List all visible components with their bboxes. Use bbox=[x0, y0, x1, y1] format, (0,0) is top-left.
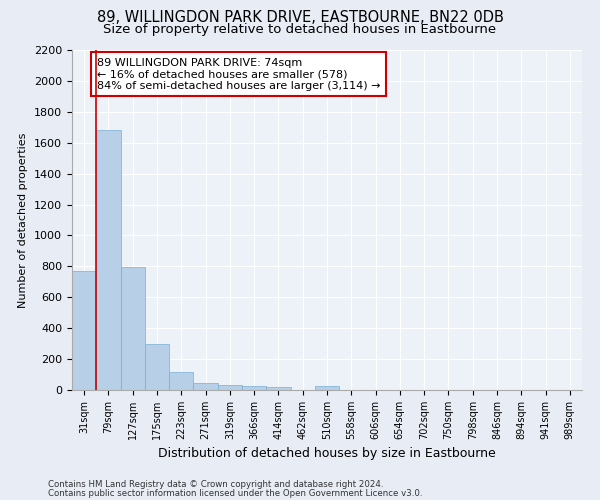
Text: 89 WILLINGDON PARK DRIVE: 74sqm
← 16% of detached houses are smaller (578)
84% o: 89 WILLINGDON PARK DRIVE: 74sqm ← 16% of… bbox=[97, 58, 380, 91]
Text: 89, WILLINGDON PARK DRIVE, EASTBOURNE, BN22 0DB: 89, WILLINGDON PARK DRIVE, EASTBOURNE, B… bbox=[97, 10, 503, 25]
Bar bbox=[315, 386, 339, 390]
Bar bbox=[121, 267, 145, 390]
Bar bbox=[218, 384, 242, 390]
Text: Contains public sector information licensed under the Open Government Licence v3: Contains public sector information licen… bbox=[48, 489, 422, 498]
Text: Size of property relative to detached houses in Eastbourne: Size of property relative to detached ho… bbox=[103, 22, 497, 36]
Bar bbox=[242, 386, 266, 390]
X-axis label: Distribution of detached houses by size in Eastbourne: Distribution of detached houses by size … bbox=[158, 448, 496, 460]
Bar bbox=[96, 130, 121, 390]
Y-axis label: Number of detached properties: Number of detached properties bbox=[19, 132, 28, 308]
Text: Contains HM Land Registry data © Crown copyright and database right 2024.: Contains HM Land Registry data © Crown c… bbox=[48, 480, 383, 489]
Bar bbox=[145, 344, 169, 390]
Bar bbox=[266, 386, 290, 390]
Bar bbox=[72, 271, 96, 390]
Bar bbox=[169, 372, 193, 390]
Bar bbox=[193, 383, 218, 390]
